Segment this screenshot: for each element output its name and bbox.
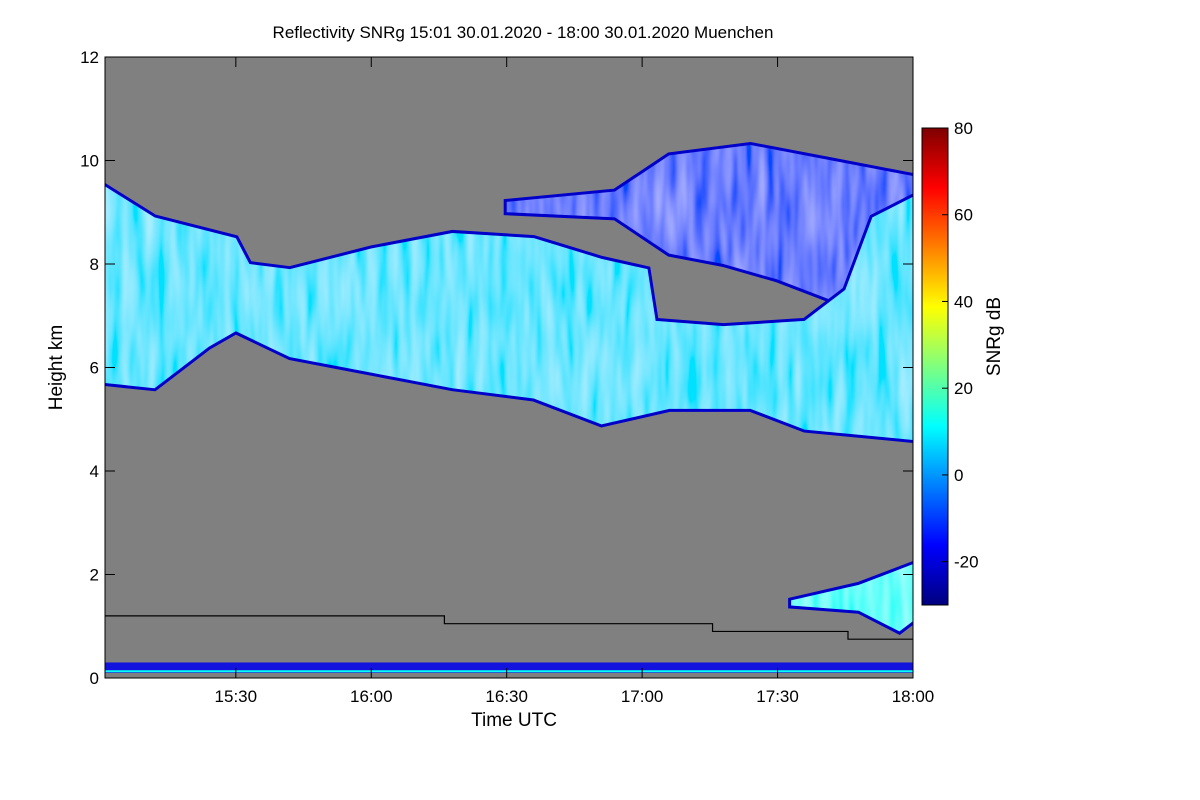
x-tick-label: 16:00 — [350, 687, 393, 706]
x-axis-label: Time UTC — [471, 710, 557, 731]
x-tick-label: 17:30 — [756, 687, 799, 706]
colorbar-tick-label: 0 — [954, 466, 963, 485]
x-tick-label: 16:30 — [485, 687, 528, 706]
main-cloud-layer — [105, 186, 913, 440]
y-tick-label: 2 — [90, 566, 99, 585]
x-axis: 15:30 16:00 16:30 17:00 17:30 18:00 — [215, 57, 935, 706]
y-tick-label: 4 — [90, 462, 99, 481]
x-tick-label: 15:30 — [215, 687, 258, 706]
colorbar-tick-label: 60 — [954, 206, 973, 225]
colorbar-tick-label: 20 — [954, 379, 973, 398]
y-tick-label: 8 — [90, 255, 99, 274]
plot-area: 15:30 16:00 16:30 17:00 17:30 18:00 0 2 4 6 8 10 12 — [80, 48, 934, 706]
y-tick-label: 6 — [90, 359, 99, 378]
x-tick-label: 18:00 — [892, 687, 935, 706]
y-tick-label: 10 — [80, 152, 99, 171]
y-axis: 0 2 4 6 8 10 12 — [80, 48, 913, 688]
ground-clutter-band — [105, 662, 913, 673]
colorbar: -20 0 20 40 60 80 SNRg dB — [921, 119, 1005, 606]
y-tick-label: 0 — [90, 669, 99, 688]
low-precip-echo — [791, 564, 913, 632]
y-axis-label: Height km — [46, 325, 67, 411]
colorbar-label: SNRg dB — [984, 297, 1005, 376]
upper-cloud-layer — [506, 144, 913, 306]
x-tick-label: 17:00 — [621, 687, 664, 706]
colorbar-gradient — [921, 127, 949, 606]
colorbar-tick-label: -20 — [954, 553, 979, 572]
boundary-layer-line — [105, 615, 913, 640]
colorbar-tick-label: 80 — [954, 119, 973, 138]
echo-layer — [105, 141, 913, 673]
chart-title: Reflectivity SNRg 15:01 30.01.2020 - 18:… — [273, 23, 774, 42]
colorbar-tick-label: 40 — [954, 292, 973, 311]
y-tick-label: 12 — [80, 48, 99, 67]
colorbar-ticks: -20 0 20 40 60 80 — [942, 119, 979, 572]
